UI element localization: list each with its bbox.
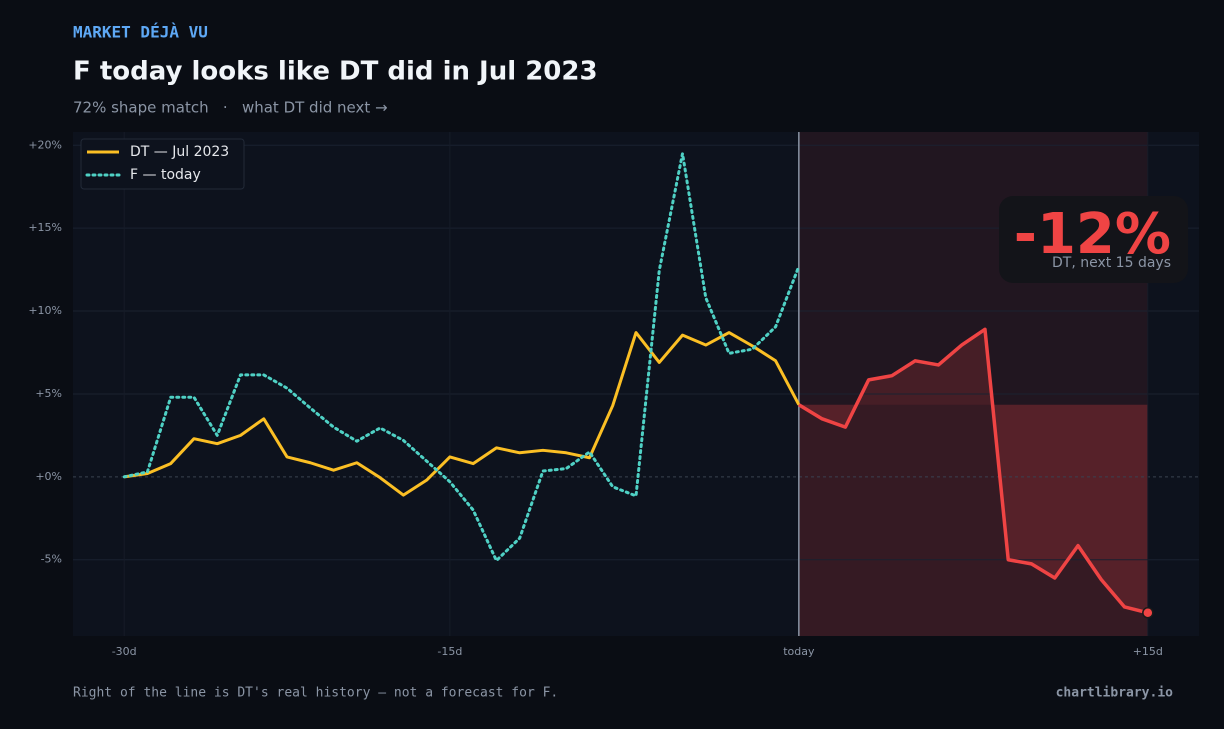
series-line: [122, 152, 801, 563]
legend-box: [80, 138, 245, 190]
y-tick-label: -5%: [41, 553, 62, 566]
annotation-box: [999, 196, 1188, 283]
series-line: [123, 331, 801, 497]
end-marker: [1142, 607, 1154, 619]
x-tick-label: -15d: [437, 645, 462, 658]
annotation-value: -12%: [1014, 202, 1171, 267]
y-tick-label: +0%: [35, 470, 62, 483]
chart-title: F today looks like DT did in Jul 2023: [73, 57, 598, 87]
kicker: MARKET DÉJÀ VU: [73, 23, 208, 42]
y-tick-label: +5%: [35, 387, 62, 400]
subtitle: 72% shape match · what DT did next →: [73, 99, 388, 117]
legend-label: F — today: [130, 167, 201, 183]
source: chartlibrary.io: [1056, 686, 1174, 701]
x-tick-label: -30d: [112, 645, 137, 658]
x-tick-label: +15d: [1133, 645, 1163, 658]
y-tick-label: +10%: [28, 304, 62, 317]
series-line: [797, 327, 1149, 615]
annotation-caption: DT, next 15 days: [1052, 255, 1171, 271]
footnote: Right of the line is DT's real history —…: [73, 686, 558, 701]
legend-label: DT — Jul 2023: [130, 144, 229, 160]
y-tick-label: +20%: [28, 138, 62, 151]
change-area: [798, 329, 1148, 613]
below-start-area: [798, 404, 1148, 636]
y-tick-label: +15%: [28, 221, 62, 234]
x-tick-label: today: [783, 645, 815, 658]
